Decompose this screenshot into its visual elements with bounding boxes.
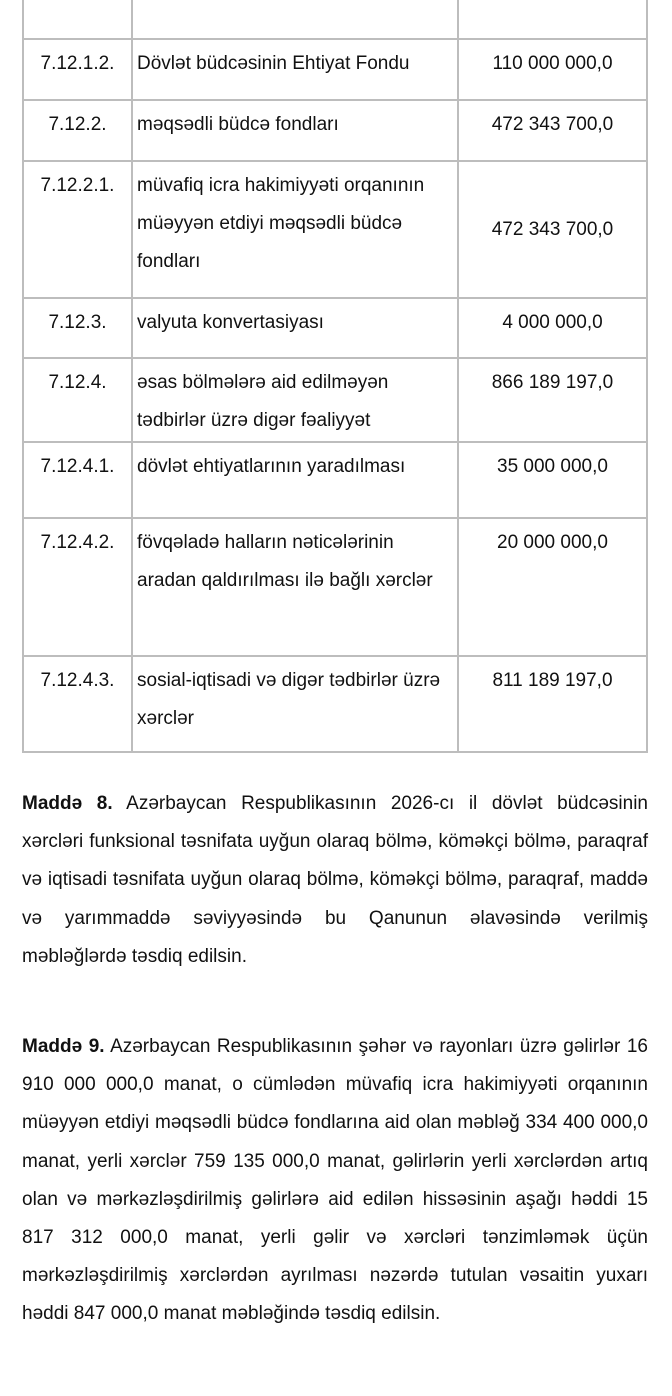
table-row: 7.12.4.2. fövqəladə halların nəticələrin…: [22, 517, 648, 657]
budget-table: 7.12.1.2. Dövlət büdcəsinin Ehtiyat Fond…: [22, 0, 648, 753]
table-row: 7.12.3. valyuta konvertasiyası 4 000 000…: [22, 297, 648, 359]
name-cell: valyuta konvertasiyası: [131, 297, 459, 359]
article-text: Azərbaycan Respublikasının 2026-cı il dö…: [22, 793, 648, 967]
article-text: Azərbaycan Respublikasının şəhər və rayo…: [22, 1036, 648, 1325]
amount-cell: 472 343 700,0: [457, 99, 648, 162]
name-cell: fövqəladə halların nəticələrinin aradan …: [131, 517, 459, 657]
name-cell: [131, 0, 459, 40]
table-row: [22, 0, 648, 40]
table-row: 7.12.4.3. sosial-iqtisadi və digər tədbi…: [22, 655, 648, 753]
article-heading: Maddə 9.: [22, 1036, 105, 1057]
table-row: 7.12.4.1. dövlət ehtiyatlarının yaradılm…: [22, 441, 648, 519]
code-cell: 7.12.4.: [22, 357, 133, 443]
table-row: 7.12.2.1. müvafiq icra hakimiyyəti orqan…: [22, 160, 648, 299]
table-row: 7.12.2. məqsədli büdcə fondları 472 343 …: [22, 99, 648, 162]
amount-cell: 110 000 000,0: [457, 38, 648, 101]
amount-cell: 20 000 000,0: [457, 517, 648, 657]
code-cell: [22, 0, 133, 40]
amount-cell: 866 189 197,0: [457, 357, 648, 443]
code-cell: 7.12.4.2.: [22, 517, 133, 657]
amount-cell: [457, 0, 648, 40]
code-cell: 7.12.1.2.: [22, 38, 133, 101]
name-cell: Dövlət büdcəsinin Ehtiyat Fondu: [131, 38, 459, 101]
amount-cell: 811 189 197,0: [457, 655, 648, 753]
article-9: Maddə 9. Azərbaycan Respublikasının şəhə…: [22, 1028, 648, 1334]
amount-cell: 472 343 700,0: [457, 160, 648, 299]
name-cell: məqsədli büdcə fondları: [131, 99, 459, 162]
code-cell: 7.12.2.: [22, 99, 133, 162]
amount-cell: 35 000 000,0: [457, 441, 648, 519]
article-heading: Maddə 8.: [22, 793, 113, 814]
name-cell: əsas bölmələrə aid edilməyən tədbirlər ü…: [131, 357, 459, 443]
code-cell: 7.12.4.3.: [22, 655, 133, 753]
article-8: Maddə 8. Azərbaycan Respublikasının 2026…: [22, 785, 648, 976]
name-cell: sosial-iqtisadi və digər tədbirlər üzrə …: [131, 655, 459, 753]
code-cell: 7.12.3.: [22, 297, 133, 359]
table-row: 7.12.1.2. Dövlət büdcəsinin Ehtiyat Fond…: [22, 38, 648, 101]
name-cell: dövlət ehtiyatlarının yaradılması: [131, 441, 459, 519]
code-cell: 7.12.2.1.: [22, 160, 133, 299]
code-cell: 7.12.4.1.: [22, 441, 133, 519]
table-row: 7.12.4. əsas bölmələrə aid edilməyən təd…: [22, 357, 648, 443]
amount-cell: 4 000 000,0: [457, 297, 648, 359]
name-cell: müvafiq icra hakimiyyəti orqanının müəyy…: [131, 160, 459, 299]
